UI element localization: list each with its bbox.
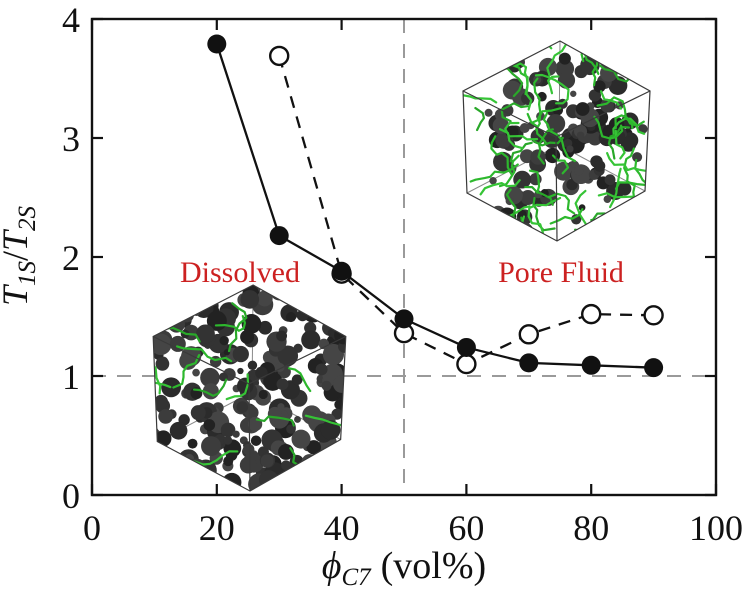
- cube-wireframe: [462, 40, 651, 242]
- data-point-solid-filled: [332, 261, 352, 281]
- dissolved-region-label: Dissolved: [180, 256, 300, 289]
- data-point-solid-filled: [394, 309, 414, 329]
- x-tick-label: 100: [689, 508, 743, 548]
- data-point-solid-filled: [207, 34, 227, 54]
- data-point-solid-filled: [581, 355, 601, 375]
- x-tick-label: 0: [83, 508, 101, 548]
- x-tick-label: 40: [324, 508, 360, 548]
- tick-labels-group: 0 20 40 60 80 100 0 1 2 3 4: [62, 0, 743, 548]
- x-axis-label: ϕC7 (vol%): [322, 545, 486, 591]
- data-point-solid-filled: [456, 337, 476, 357]
- data-point-solid-filled: [519, 353, 539, 373]
- data-point-dashed-open: [456, 353, 477, 375]
- y-axis-label: T1S/T2S: [0, 205, 41, 306]
- y-tick-label: 0: [62, 476, 80, 516]
- data-point-solid-filled: [644, 358, 664, 378]
- series-group: [207, 34, 664, 378]
- data-point-dashed-open: [518, 324, 539, 345]
- y-tick-label: 4: [62, 0, 80, 40]
- cube-wireframe: [152, 284, 347, 492]
- data-point-dashed-open: [581, 303, 602, 325]
- y-tick-label: 1: [62, 357, 80, 397]
- x-tick-label: 60: [448, 508, 484, 548]
- data-point-solid-filled: [269, 226, 289, 246]
- plot-border: [90, 17, 718, 497]
- x-tick-label: 80: [573, 508, 609, 548]
- pore-fluid-structure-image: [462, 40, 651, 242]
- x-tick-label: 20: [199, 508, 235, 548]
- data-point-dashed-open: [643, 305, 664, 326]
- pore-fluid-region-label: Pore Fluid: [498, 256, 624, 289]
- data-point-dashed-open: [269, 45, 290, 67]
- y-tick-label: 2: [62, 238, 80, 278]
- y-tick-label: 3: [62, 119, 80, 159]
- series-line-solid-filled: [215, 43, 654, 369]
